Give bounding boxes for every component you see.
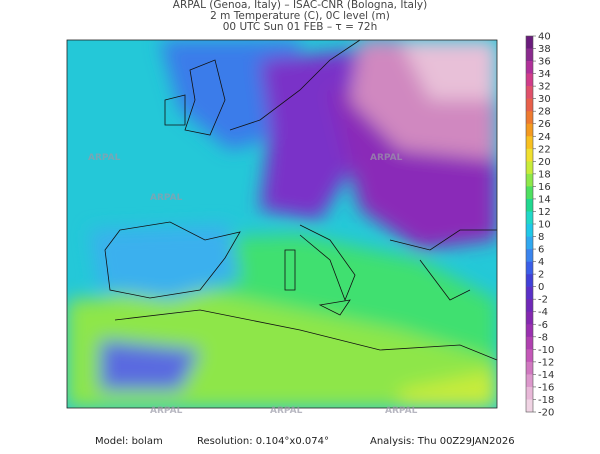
colorbar-segment <box>526 36 533 49</box>
colorbar-tick-label: -10 <box>538 345 554 356</box>
colorbar-tick-label: 6 <box>538 245 544 256</box>
colorbar-segment <box>526 73 533 87</box>
header-line: ARPAL (Genoa, Italy) – ISAC-CNR (Bologna… <box>173 0 427 11</box>
watermark: ARPAL <box>150 193 183 203</box>
colorbar-tick-label: -12 <box>538 357 554 368</box>
colorbar-tick-label: 18 <box>538 169 551 180</box>
colorbar-tick-label: 0 <box>538 282 544 293</box>
colorbar-tick-label: -6 <box>538 320 548 331</box>
colorbar-tick-label: 30 <box>538 94 551 105</box>
colorbar-tick-label: 32 <box>538 82 551 93</box>
colorbar-segment <box>526 274 533 287</box>
colorbar-tick-label: 34 <box>538 69 551 80</box>
colorbar-segment <box>526 186 533 200</box>
colorbar: 4038363432302826242220181614121086420-2-… <box>525 32 554 419</box>
colorbar-segment <box>526 148 533 162</box>
colorbar-segment <box>526 299 533 313</box>
colorbar-segment <box>526 98 533 112</box>
colorbar-tick-label: -16 <box>538 382 554 393</box>
colorbar-segment <box>526 336 533 350</box>
colorbar-tick-label: 22 <box>538 144 551 155</box>
header-line: 2 m Temperature (C), 0C level (m) <box>210 10 390 22</box>
colorbar-segment <box>526 136 533 150</box>
colorbar-segment <box>526 61 533 74</box>
colorbar-segment <box>526 286 533 300</box>
colorbar-segment <box>526 324 533 338</box>
colorbar-segment <box>526 123 533 137</box>
colorbar-tick-label: 16 <box>538 182 551 193</box>
colorbar-tick-label: 40 <box>538 32 551 43</box>
colorbar-segment <box>526 311 533 325</box>
colorbar-segment <box>526 211 533 225</box>
colorbar-tick-label: 38 <box>538 44 551 55</box>
colorbar-segment <box>526 349 533 363</box>
colorbar-segment <box>526 48 533 62</box>
header-line: 00 UTC Sun 01 FEB – τ = 72h <box>223 21 377 33</box>
colorbar-segment <box>526 374 533 388</box>
colorbar-tick-label: 2 <box>538 270 544 281</box>
colorbar-tick-label: -18 <box>538 395 554 406</box>
colorbar-tick-label: 24 <box>538 132 551 143</box>
watermark: ARPAL <box>370 153 403 163</box>
colorbar-tick-label: -2 <box>538 295 548 306</box>
colorbar-tick-label: -4 <box>538 307 548 318</box>
colorbar-segment <box>526 173 533 187</box>
colorbar-segment <box>526 198 533 212</box>
colorbar-tick-label: 10 <box>538 220 551 231</box>
colorbar-segment <box>526 249 533 262</box>
colorbar-tick-label: 28 <box>538 107 551 118</box>
colorbar-segment <box>526 86 533 99</box>
watermark: ARPAL <box>385 406 418 416</box>
colorbar-tick-label: 8 <box>538 232 544 243</box>
colorbar-segment <box>526 224 533 237</box>
colorbar-tick-label: 26 <box>538 119 551 130</box>
temperature-field <box>67 40 497 408</box>
watermark: ARPAL <box>88 153 121 163</box>
colorbar-tick-label: -20 <box>538 408 554 419</box>
colorbar-tick-label: -14 <box>538 370 554 381</box>
colorbar-segment <box>526 386 533 400</box>
colorbar-segment <box>526 261 533 275</box>
field-blobs <box>67 40 497 408</box>
watermark: ARPAL <box>150 406 183 416</box>
footer-model: Model: bolam <box>95 436 163 447</box>
colorbar-segment <box>526 236 533 250</box>
watermark: ARPAL <box>270 406 303 416</box>
colorbar-tick-label: -8 <box>538 332 548 343</box>
footer-analysis: Analysis: Thu 00Z29JAN2026 <box>370 436 515 447</box>
colorbar-tick-label: 20 <box>538 157 551 168</box>
colorbar-tick-label: 36 <box>538 57 551 68</box>
colorbar-segment <box>526 161 533 175</box>
colorbar-segment <box>526 111 533 125</box>
coastlines <box>104 39 498 361</box>
footer-resolution: Resolution: 0.104°x0.074° <box>197 436 329 447</box>
colorbar-tick-label: 4 <box>538 257 544 268</box>
colorbar-segment <box>526 361 533 375</box>
colorbar-segment <box>526 399 533 413</box>
colorbar-tick-label: 12 <box>538 207 551 218</box>
colorbar-tick-label: 14 <box>538 194 551 205</box>
map-frame <box>66 39 498 409</box>
